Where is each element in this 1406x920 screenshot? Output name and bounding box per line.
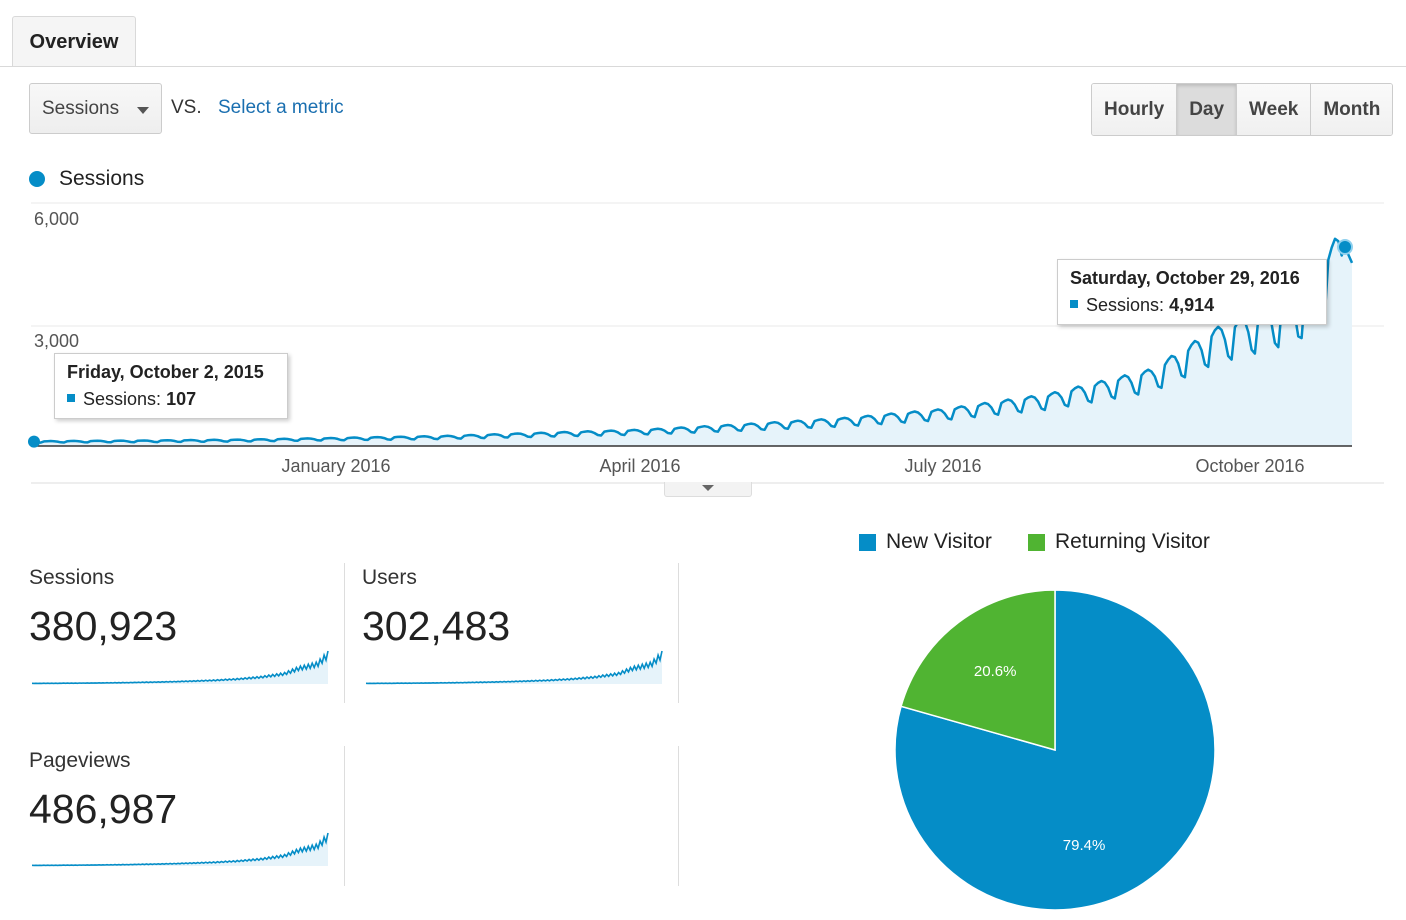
visitor-type-pie-chart: 79.4% 20.6% (894, 589, 1216, 911)
pie-slice-label: 79.4% (1063, 837, 1106, 854)
sessions-area (34, 238, 1352, 446)
divider (344, 746, 345, 886)
collapse-chart-handle[interactable] (664, 482, 752, 497)
tooltip-start: Friday, October 2, 2015 Sessions: 107 (54, 353, 288, 419)
sessions-line (33, 237, 1354, 444)
sparkline-line (365, 650, 663, 685)
legend-new-visitor[interactable]: New Visitor (859, 530, 992, 554)
divider (678, 746, 679, 886)
series-square-icon (67, 394, 75, 403)
granularity-toggle: Hourly Day Week Month (1091, 83, 1394, 136)
kpi-sessions-sparkline (31, 650, 329, 685)
day-button[interactable]: Day (1177, 84, 1238, 135)
tooltip-value: 107 (166, 389, 197, 409)
legend-swatch (859, 533, 876, 551)
kpi-sessions-value: 380,923 (29, 603, 178, 649)
metric-dropdown-label: Sessions (42, 98, 120, 119)
sessions-legend-label: Sessions (59, 167, 145, 190)
kpi-pageviews-label: Pageviews (29, 749, 131, 772)
legend-swatch (1028, 533, 1045, 551)
y-tick-label: 6,000 (34, 209, 79, 229)
x-tick-label: October 2016 (1195, 456, 1304, 476)
tooltip-label: Sessions: (83, 389, 162, 409)
tab-overview[interactable]: Overview (12, 16, 136, 66)
chevron-down-icon (137, 107, 149, 114)
week-button[interactable]: Week (1237, 84, 1312, 135)
pie-slice-label: 20.6% (974, 663, 1017, 680)
kpi-users-label: Users (362, 566, 417, 589)
tooltip-label: Sessions: (1086, 295, 1165, 315)
pie-slice-returning-visitor[interactable] (900, 589, 1056, 751)
x-tick-label: July 2016 (904, 456, 981, 476)
x-tick-label: January 2016 (281, 456, 390, 476)
select-metric-link[interactable]: Select a metric (218, 97, 344, 118)
vs-label: VS. (171, 97, 202, 118)
kpi-pageviews-value: 486,987 (29, 786, 178, 832)
sparkline-area (366, 651, 662, 684)
tooltip-end: Saturday, October 29, 2016 Sessions: 4,9… (1057, 259, 1327, 325)
sessions-legend-dot (29, 171, 45, 187)
metric-dropdown[interactable]: Sessions (29, 83, 162, 134)
tooltip-date: Friday, October 2, 2015 (67, 362, 264, 382)
tooltip-value: 4,914 (1169, 295, 1215, 315)
divider (344, 563, 345, 703)
tab-strip: Overview (0, 0, 1406, 67)
y-tick-label: 3,000 (34, 331, 79, 351)
x-tick-label: April 2016 (599, 456, 680, 476)
tooltip-date: Saturday, October 29, 2016 (1070, 268, 1300, 288)
sessions-line-chart: 6,000 3,000 January 2016 April 2016 July… (28, 202, 1384, 484)
series-square-icon (1070, 300, 1078, 309)
sparkline-line (31, 650, 329, 685)
divider (678, 563, 679, 703)
kpi-pageviews-sparkline (31, 832, 329, 867)
kpi-users-value: 302,483 (362, 603, 511, 649)
kpi-sessions-label: Sessions (29, 566, 115, 589)
legend-returning-visitor[interactable]: Returning Visitor (1028, 530, 1210, 554)
legend-label: Returning Visitor (1055, 530, 1210, 553)
month-button[interactable]: Month (1311, 84, 1393, 135)
sparkline-line (31, 832, 329, 867)
sparkline-area (32, 651, 328, 684)
hourly-button[interactable]: Hourly (1092, 84, 1178, 135)
data-point-end[interactable] (1337, 238, 1353, 255)
sparkline-area (32, 833, 328, 866)
legend-label: New Visitor (886, 530, 992, 553)
data-point-start[interactable] (28, 435, 40, 448)
chevron-down-icon (702, 485, 714, 491)
kpi-users-sparkline (365, 650, 663, 685)
